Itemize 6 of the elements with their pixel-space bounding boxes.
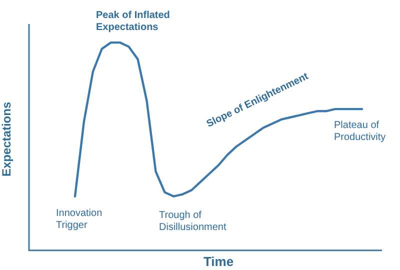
annotation: Innovation Trigger	[56, 208, 104, 232]
annotation: Trough of Disillusionment	[159, 210, 228, 234]
text: Peak of Inflated Expectations	[96, 10, 171, 34]
annotation: Plateau of Productivity	[334, 120, 387, 144]
x-axis-title: Time	[203, 254, 234, 269]
y-axis-title: Expectations	[0, 102, 14, 177]
